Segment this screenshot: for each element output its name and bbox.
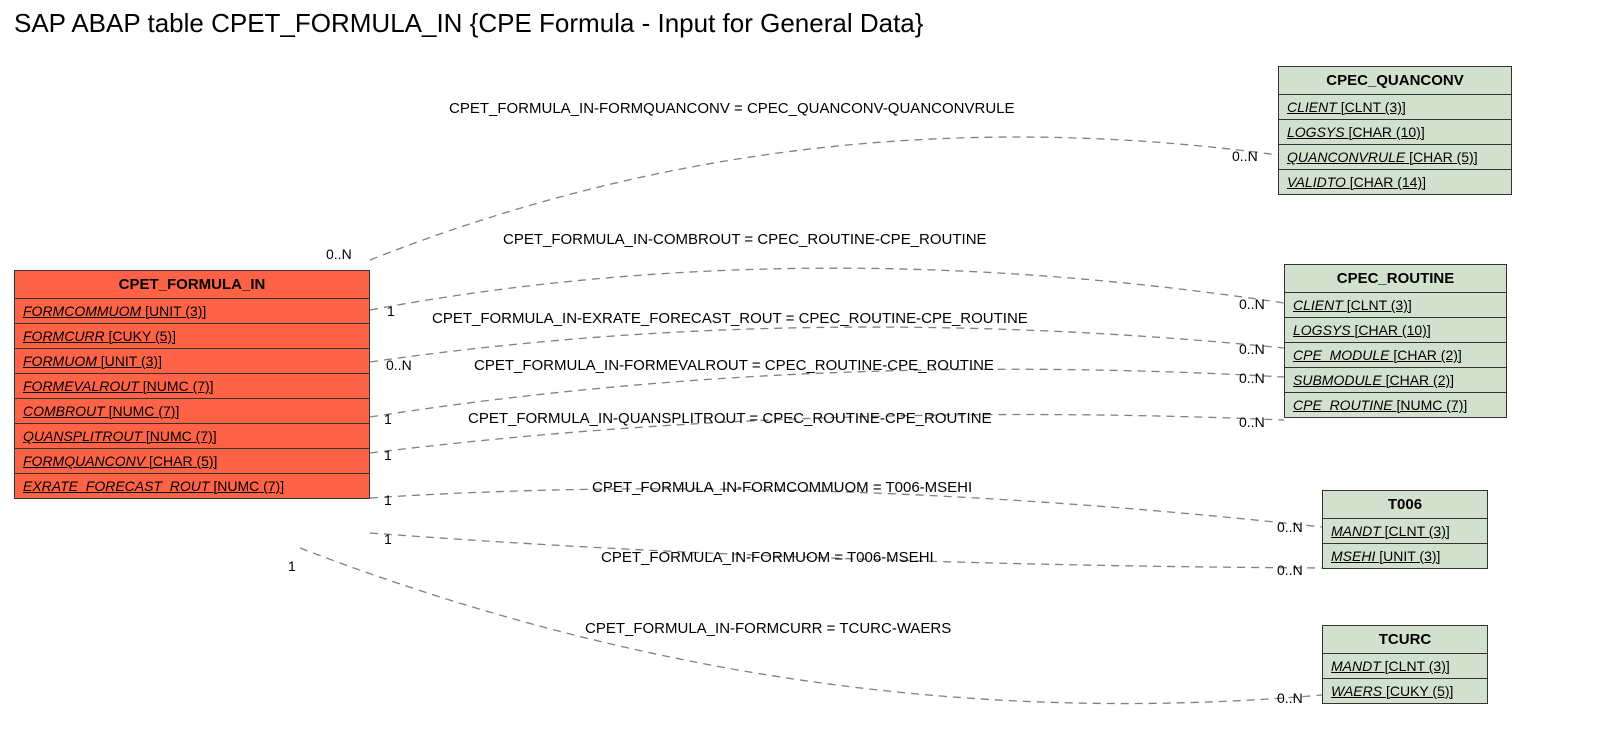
cardinality-dst: 0..N: [1277, 519, 1303, 535]
entity-header: CPEC_QUANCONV: [1279, 67, 1511, 95]
relation-label: CPET_FORMULA_IN-QUANSPLITROUT = CPEC_ROU…: [468, 410, 992, 427]
relation-label: CPET_FORMULA_IN-FORMQUANCONV = CPEC_QUAN…: [449, 100, 1015, 117]
entity-main: CPET_FORMULA_INFORMCOMMUOM [UNIT (3)]FOR…: [14, 270, 370, 499]
entity-field: MANDT [CLNT (3)]: [1323, 654, 1487, 679]
cardinality-src: 1: [288, 558, 296, 574]
entity-header: TCURC: [1323, 626, 1487, 654]
entity-field: WAERS [CUKY (5)]: [1323, 679, 1487, 703]
entity-field: FORMQUANCONV [CHAR (5)]: [15, 449, 369, 474]
entity-field: FORMUOM [UNIT (3)]: [15, 349, 369, 374]
cardinality-dst: 0..N: [1239, 414, 1265, 430]
cardinality-dst: 0..N: [1239, 296, 1265, 312]
cardinality-src: 1: [384, 447, 392, 463]
relation-label: CPET_FORMULA_IN-FORMCOMMUOM = T006-MSEHI: [592, 479, 972, 496]
relation-label: CPET_FORMULA_IN-FORMEVALROUT = CPEC_ROUT…: [474, 357, 994, 374]
cardinality-dst: 0..N: [1239, 370, 1265, 386]
entity-tcurc: TCURCMANDT [CLNT (3)]WAERS [CUKY (5)]: [1322, 625, 1488, 704]
cardinality-src: 1: [384, 531, 392, 547]
cardinality-src: 1: [384, 492, 392, 508]
relation-edge: [370, 268, 1284, 310]
cardinality-dst: 0..N: [1232, 148, 1258, 164]
entity-field: MANDT [CLNT (3)]: [1323, 519, 1487, 544]
relation-label: CPET_FORMULA_IN-COMBROUT = CPEC_ROUTINE-…: [503, 231, 987, 248]
entity-field: CPE_ROUTINE [NUMC (7)]: [1285, 393, 1506, 417]
entity-field: FORMCOMMUOM [UNIT (3)]: [15, 299, 369, 324]
entity-cpec_routine: CPEC_ROUTINECLIENT [CLNT (3)]LOGSYS [CHA…: [1284, 264, 1507, 418]
entity-field: COMBROUT [NUMC (7)]: [15, 399, 369, 424]
cardinality-src: 0..N: [326, 246, 352, 262]
entity-header: CPEC_ROUTINE: [1285, 265, 1506, 293]
entity-field: LOGSYS [CHAR (10)]: [1285, 318, 1506, 343]
cardinality-src: 0..N: [386, 357, 412, 373]
relation-label: CPET_FORMULA_IN-EXRATE_FORECAST_ROUT = C…: [432, 310, 1028, 327]
entity-field: FORMCURR [CUKY (5)]: [15, 324, 369, 349]
relation-label: CPET_FORMULA_IN-FORMUOM = T006-MSEHI: [601, 549, 934, 566]
entity-field: CLIENT [CLNT (3)]: [1279, 95, 1511, 120]
cardinality-dst: 0..N: [1277, 562, 1303, 578]
entity-header: T006: [1323, 491, 1487, 519]
page-title: SAP ABAP table CPET_FORMULA_IN {CPE Form…: [14, 8, 923, 39]
entity-field: SUBMODULE [CHAR (2)]: [1285, 368, 1506, 393]
relation-label: CPET_FORMULA_IN-FORMCURR = TCURC-WAERS: [585, 620, 951, 637]
entity-field: EXRATE_FORECAST_ROUT [NUMC (7)]: [15, 474, 369, 498]
entity-field: LOGSYS [CHAR (10)]: [1279, 120, 1511, 145]
entity-cpec_quanconv: CPEC_QUANCONVCLIENT [CLNT (3)]LOGSYS [CH…: [1278, 66, 1512, 195]
entity-field: CLIENT [CLNT (3)]: [1285, 293, 1506, 318]
entity-field: VALIDTO [CHAR (14)]: [1279, 170, 1511, 194]
entity-header: CPET_FORMULA_IN: [15, 271, 369, 299]
entity-field: FORMEVALROUT [NUMC (7)]: [15, 374, 369, 399]
cardinality-src: 1: [387, 303, 395, 319]
cardinality-dst: 0..N: [1277, 690, 1303, 706]
entity-field: QUANCONVRULE [CHAR (5)]: [1279, 145, 1511, 170]
cardinality-dst: 0..N: [1239, 341, 1265, 357]
entity-field: QUANSPLITROUT [NUMC (7)]: [15, 424, 369, 449]
cardinality-src: 1: [384, 411, 392, 427]
entity-field: MSEHI [UNIT (3)]: [1323, 544, 1487, 568]
entity-field: CPE_MODULE [CHAR (2)]: [1285, 343, 1506, 368]
entity-t006: T006MANDT [CLNT (3)]MSEHI [UNIT (3)]: [1322, 490, 1488, 569]
